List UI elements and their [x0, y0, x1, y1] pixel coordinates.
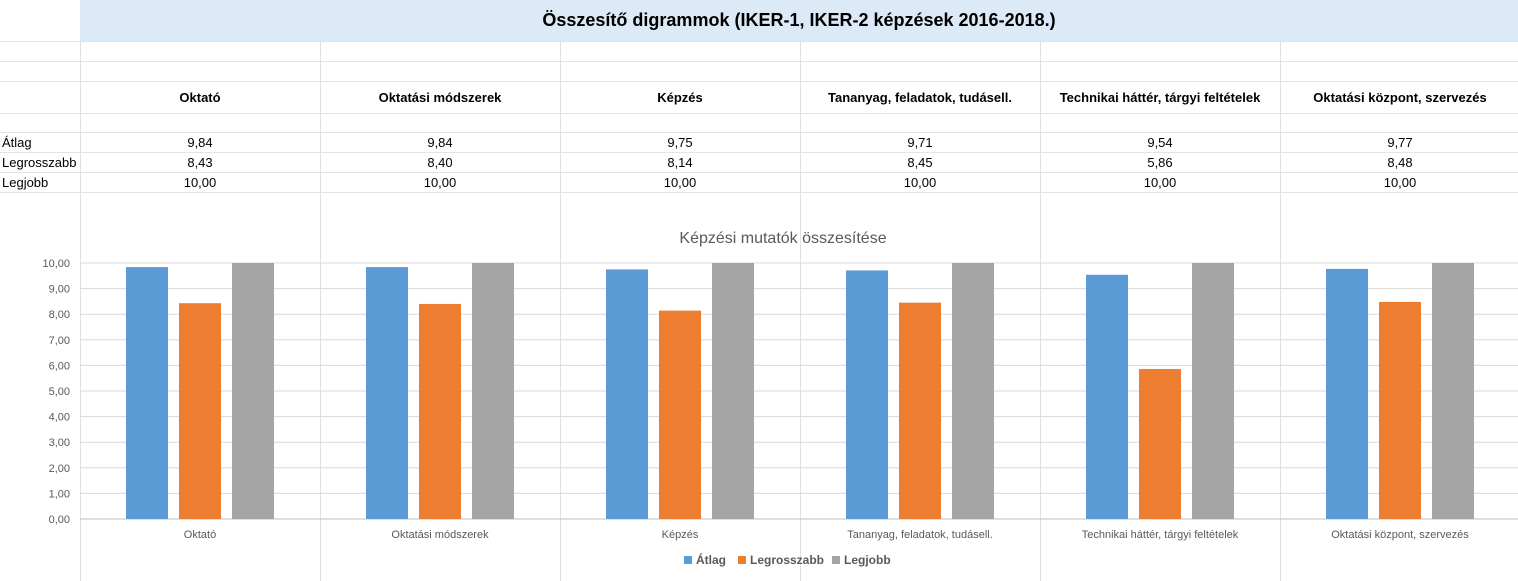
bar-atlag[interactable] — [846, 270, 888, 519]
bar-chart[interactable]: Képzési mutatók összesítése 0,00 1,00 2,00… — [0, 195, 1518, 581]
x-category-label: Technikai háttér, tárgyi feltételek — [1082, 529, 1239, 541]
column-header-kepzes[interactable]: Képzés — [657, 90, 703, 105]
x-category-label: Oktatási módszerek — [391, 529, 489, 541]
column-header-tananyag[interactable]: Tananyag, feladatok, tudásell. — [828, 90, 1012, 105]
legend-item[interactable]: Legjobb — [832, 553, 891, 567]
cell-atlag[interactable]: 9,75 — [667, 135, 693, 150]
y-tick-label: 3,00 — [49, 437, 70, 449]
cell-atlag[interactable]: 9,84 — [187, 135, 213, 150]
legend-item[interactable]: Legrosszabb — [738, 553, 824, 567]
grid-row-line — [0, 132, 1518, 133]
bar-atlag[interactable] — [606, 269, 648, 519]
cell-atlag[interactable]: 9,77 — [1387, 135, 1413, 150]
grid-col-line — [320, 41, 321, 581]
cell-legjobb[interactable]: 10,00 — [663, 175, 697, 190]
cell-atlag[interactable]: 9,84 — [427, 135, 453, 150]
x-category-label: Oktató — [184, 529, 216, 541]
bar-legjobb[interactable] — [712, 263, 754, 519]
bar-legjobb[interactable] — [1192, 263, 1234, 519]
y-tick-label: 6,00 — [49, 360, 70, 372]
bar-legrosszabb[interactable] — [1139, 368, 1181, 519]
x-category-label: Oktatási központ, szervezés — [1331, 529, 1469, 541]
grid-col-line — [800, 41, 801, 581]
sheet-title: Összesítő digrammok (IKER-1, IKER-2 képz… — [80, 0, 1518, 41]
cell-legrosszabb[interactable]: 8,40 — [427, 155, 453, 170]
bar-legjobb[interactable] — [472, 263, 514, 519]
cell-legrosszabb[interactable]: 8,43 — [187, 155, 213, 170]
row-label-atlag[interactable]: Átlag — [2, 135, 32, 150]
grid-row-line — [0, 172, 1518, 173]
y-tick-label: 10,00 — [42, 258, 70, 270]
grid-col-line — [1040, 41, 1041, 581]
cell-legrosszabb[interactable]: 5,86 — [1147, 155, 1173, 170]
column-header-oktato[interactable]: Oktató — [179, 90, 221, 105]
chart-title: Képzési mutatók összesítése — [679, 230, 886, 247]
cell-atlag[interactable]: 9,71 — [907, 135, 933, 150]
grid-col-line — [80, 41, 81, 581]
grid-col-line — [560, 41, 561, 581]
legend-item[interactable]: Átlag — [684, 552, 726, 567]
y-tick-label: 1,00 — [49, 488, 70, 500]
y-tick-label: 8,00 — [49, 309, 70, 321]
cell-legjobb[interactable]: 10,00 — [423, 175, 457, 190]
bar-legrosszabb[interactable] — [659, 310, 701, 519]
cell-legrosszabb[interactable]: 8,45 — [907, 155, 933, 170]
legend-label: Legjobb — [844, 553, 891, 567]
bar-legrosszabb[interactable] — [1379, 301, 1421, 519]
bar-atlag[interactable] — [366, 267, 408, 519]
cell-legjobb[interactable]: 10,00 — [1383, 175, 1417, 190]
bar-legjobb[interactable] — [232, 263, 274, 519]
column-header-technikai-hatter[interactable]: Technikai háttér, tárgyi feltételek — [1059, 90, 1261, 105]
y-tick-label: 0,00 — [49, 514, 70, 526]
grid-row-line — [0, 192, 1518, 193]
legend-swatch — [684, 556, 692, 564]
grid-col-line — [1280, 41, 1281, 581]
bar-atlag[interactable] — [126, 267, 168, 519]
grid-row-line — [0, 152, 1518, 153]
row-label-legjobb[interactable]: Legjobb — [2, 175, 49, 190]
bar-legrosszabb[interactable] — [419, 303, 461, 519]
cell-legrosszabb[interactable]: 8,14 — [667, 155, 693, 170]
bar-atlag[interactable] — [1326, 268, 1368, 519]
grid-row-line — [0, 81, 1518, 82]
grid-row-line — [0, 61, 1518, 62]
legend-swatch — [738, 556, 746, 564]
cell-legjobb[interactable]: 10,00 — [1143, 175, 1177, 190]
y-tick-label: 5,00 — [49, 386, 70, 398]
legend-label: Átlag — [696, 552, 726, 567]
bar-legrosszabb[interactable] — [179, 303, 221, 519]
bar-legjobb[interactable] — [952, 263, 994, 519]
y-tick-label: 2,00 — [49, 463, 70, 475]
y-tick-label: 7,00 — [49, 335, 70, 347]
y-tick-label: 4,00 — [49, 412, 70, 424]
bar-legjobb[interactable] — [1432, 263, 1474, 519]
bar-atlag[interactable] — [1086, 274, 1128, 519]
cell-legjobb[interactable]: 10,00 — [903, 175, 937, 190]
y-tick-label: 9,00 — [49, 284, 70, 296]
cell-legjobb[interactable]: 10,00 — [183, 175, 217, 190]
row-label-legrosszabb[interactable]: Legrosszabb — [2, 155, 77, 170]
x-category-label: Tananyag, feladatok, tudásell. — [847, 529, 993, 541]
column-header-oktatasi-kozpont[interactable]: Oktatási központ, szervezés — [1313, 90, 1487, 105]
x-category-label: Képzés — [662, 529, 699, 541]
bar-legrosszabb[interactable] — [899, 302, 941, 519]
column-header-oktatasi-modszerek[interactable]: Oktatási módszerek — [378, 90, 502, 105]
legend-label: Legrosszabb — [750, 553, 824, 567]
grid-row-line — [0, 113, 1518, 114]
legend-swatch — [832, 556, 840, 564]
cell-atlag[interactable]: 9,54 — [1147, 135, 1173, 150]
cell-legrosszabb[interactable]: 8,48 — [1387, 155, 1413, 170]
grid-row-line — [0, 41, 1518, 42]
